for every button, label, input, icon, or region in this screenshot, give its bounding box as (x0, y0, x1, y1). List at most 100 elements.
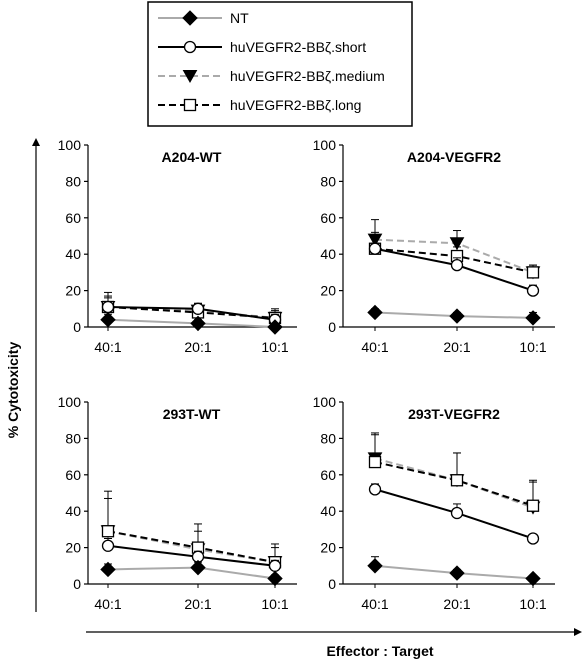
data-point (101, 300, 115, 314)
series-nt (100, 559, 283, 587)
legend-marker-huvegfr2-bb-medium (182, 70, 198, 84)
data-point (368, 242, 382, 255)
panel-a204-vegfr2: 0 20 40 60 80 100 40:1 20:1 10:1 A204-VEGFR2 (313, 137, 555, 355)
legend-label-huvegfr2-bb-long: huVEGFR2-BBζ.long (230, 97, 361, 113)
y-tick-label: 0 (73, 576, 81, 592)
data-point (449, 565, 465, 581)
x-tick-label: 20:1 (184, 339, 211, 355)
x-tick-label: 10:1 (261, 339, 288, 355)
y-tick-label: 60 (320, 467, 336, 483)
y-tick-label: 80 (65, 173, 81, 189)
y-tick-label: 40 (65, 503, 81, 519)
series-line (374, 457, 534, 509)
series-nt (367, 556, 541, 587)
series-huvegfr2-bb-short (101, 538, 282, 572)
x-tick-label: 10:1 (261, 596, 288, 612)
y-tick-label: 100 (313, 394, 337, 410)
data-point (190, 559, 206, 576)
x-axis-arrowhead (574, 628, 582, 636)
x-tick-label: 40:1 (361, 596, 388, 612)
y-tick-label: 20 (320, 540, 336, 556)
y-tick-label: 40 (65, 246, 81, 262)
panel-293t-wt: 0 20 40 60 80 100 40:1 20:1 10:1 293T-WT (58, 394, 297, 612)
y-tick-label: 0 (328, 576, 336, 592)
data-point (449, 237, 465, 251)
legend-label-nt: NT (230, 10, 249, 26)
series-line (107, 566, 276, 580)
panel-title: A204-VEGFR2 (407, 149, 501, 165)
data-point (526, 499, 540, 512)
y-tick-label: 100 (313, 137, 337, 153)
data-point (450, 258, 464, 272)
legend-label-huvegfr2-bb-short: huVEGFR2-BBζ.short (230, 39, 366, 55)
y-tick-label: 20 (320, 283, 336, 299)
data-point (526, 284, 540, 297)
data-point (190, 315, 206, 332)
panel-a204-wt: 0 20 40 60 80 100 40:1 20:1 10:1 A204-WT (58, 137, 297, 355)
legend-marker-huvegfr2-bb-short (183, 40, 197, 54)
series-line (107, 530, 276, 564)
y-tick-label: 60 (320, 210, 336, 226)
data-point (101, 539, 115, 552)
panel-title: A204-WT (162, 149, 222, 165)
y-axis-global: % Cytotoxicity (5, 138, 40, 612)
y-tick-label: 60 (65, 210, 81, 226)
series-huvegfr2-bb-long (368, 434, 540, 512)
data-point (450, 506, 464, 520)
y-tick-label: 100 (58, 137, 82, 153)
y-tick-label: 20 (65, 283, 81, 299)
x-tick-label: 40:1 (94, 596, 121, 612)
series-huvegfr2-bb-short (368, 483, 540, 545)
data-point (101, 525, 115, 538)
y-tick-label: 0 (328, 319, 336, 335)
data-point (100, 561, 116, 578)
y-tick-label: 0 (73, 319, 81, 335)
x-tick-label: 20:1 (443, 596, 470, 612)
data-point (100, 312, 116, 328)
y-tick-label: 20 (65, 540, 81, 556)
data-point (449, 308, 465, 324)
x-tick-label: 10:1 (519, 596, 546, 612)
legend-label-huvegfr2-bb-medium: huVEGFR2-BBζ.medium (230, 68, 385, 84)
series-nt (367, 304, 541, 326)
y-tick-label: 40 (320, 246, 336, 262)
panel-title: 293T-WT (163, 406, 221, 422)
data-point (367, 304, 383, 321)
x-tick-label: 20:1 (184, 596, 211, 612)
data-point (367, 558, 383, 574)
data-point (368, 483, 382, 496)
x-tick-label: 40:1 (94, 339, 121, 355)
data-point (526, 266, 540, 279)
data-point (450, 474, 464, 487)
data-point (267, 319, 283, 335)
y-tick-label: 100 (58, 394, 82, 410)
data-point (525, 310, 541, 326)
data-point (368, 455, 382, 469)
x-tick-label: 20:1 (443, 339, 470, 355)
legend-marker-huvegfr2-bb-long (183, 98, 197, 112)
y-tick-label: 80 (320, 430, 336, 446)
y-axis-arrowhead (32, 138, 40, 146)
x-tick-label: 10:1 (519, 339, 546, 355)
x-axis-global: Effector : Target (86, 628, 582, 659)
y-axis-label: % Cytotoxicity (5, 342, 21, 439)
x-axis-label: Effector : Target (326, 643, 433, 659)
series-line (107, 544, 276, 567)
legend: NT huVEGFR2-BBζ.short huVEGFR2-BBζ.medium h… (147, 1, 413, 127)
series-huvegfr2-bb-short (368, 242, 540, 297)
data-point (191, 302, 205, 315)
panel-293t-vegfr2: 0 20 40 60 80 100 40:1 20:1 10:1 293T-VEGFR2 (313, 394, 555, 612)
y-tick-label: 80 (65, 430, 81, 446)
data-point (267, 570, 283, 587)
data-point (525, 570, 541, 587)
data-point (526, 532, 540, 545)
panel-title: 293T-VEGFR2 (408, 406, 500, 422)
y-tick-label: 80 (320, 173, 336, 189)
legend-marker-nt (182, 10, 198, 26)
series-huvegfr2-bb-long (101, 497, 282, 569)
y-tick-label: 60 (65, 467, 81, 483)
x-tick-label: 40:1 (361, 339, 388, 355)
series-nt (100, 312, 283, 335)
series-huvegfr2-bb-medium (367, 432, 541, 515)
